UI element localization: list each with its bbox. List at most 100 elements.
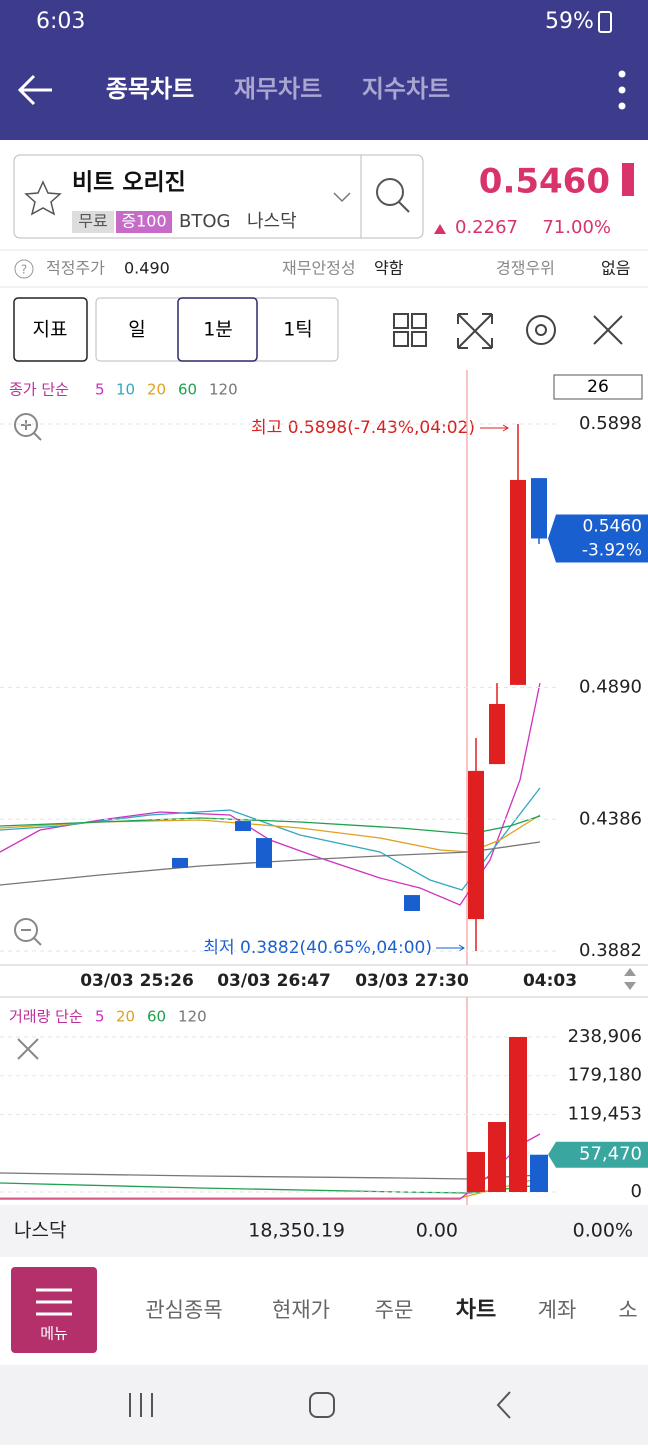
count: 26 <box>587 377 609 397</box>
period[interactable]: 일 <box>128 319 145 341</box>
legend-item: 120 <box>178 1008 207 1026</box>
time-axis <box>0 965 648 997</box>
menu-icon <box>36 1288 72 1316</box>
indicator-button[interactable] <box>13 297 88 362</box>
tab[interactable]: 재무차트 <box>234 75 322 103</box>
high-note: 최고 0.5898(-7.43%,04:02) <box>251 418 475 438</box>
legend-item: 60 <box>178 381 197 399</box>
legend-title: 종가 단순 <box>9 381 69 399</box>
change-pct: 71.00% <box>542 217 611 238</box>
y-tick-label: 0.3882 <box>579 940 642 961</box>
price: 0.5460 <box>479 162 610 202</box>
time-label: 04:03 <box>523 971 577 991</box>
candle-body <box>531 478 547 539</box>
legend-item: 60 <box>147 1008 166 1026</box>
index-row <box>0 1205 648 1257</box>
tab[interactable]: 지수차트 <box>362 75 450 103</box>
tag-bg <box>72 211 114 233</box>
index-change: 0.00 <box>416 1220 458 1242</box>
current-price: 0.5460 <box>583 516 642 536</box>
menu-label: 메뉴 <box>40 1325 68 1343</box>
change: 0.2267 <box>455 217 518 238</box>
tag: 무료 <box>78 212 107 231</box>
status-battery: 59% <box>545 9 594 34</box>
legend-title: 거래량 단순 <box>9 1008 83 1026</box>
index-value: 18,350.19 <box>248 1220 345 1242</box>
current-volume-tag <box>548 1141 648 1168</box>
indicator-label: 지표 <box>33 319 68 341</box>
legend-item: 20 <box>147 381 166 399</box>
zoom-in <box>21 420 42 441</box>
tab-active[interactable]: 종목차트 <box>106 75 194 103</box>
candle-body <box>256 838 272 868</box>
battery-icon <box>598 11 612 33</box>
note-arrow <box>480 424 509 432</box>
volume-bar <box>509 1037 527 1192</box>
y-tick-label: 179,180 <box>568 1065 642 1086</box>
zoom-out <box>21 929 42 946</box>
count-box[interactable] <box>553 374 643 400</box>
current-price-tag <box>548 514 648 563</box>
back-button[interactable] <box>17 74 52 106</box>
nav-item[interactable]: 소 <box>618 1298 637 1322</box>
volume-bar <box>488 1121 506 1192</box>
volume-bar <box>467 1152 485 1192</box>
nav-item-active[interactable]: 차트 <box>456 1298 496 1323</box>
current-change: -3.92% <box>582 540 642 560</box>
system-nav <box>0 1365 648 1445</box>
back-system[interactable] <box>496 1391 511 1419</box>
zoom-in[interactable] <box>14 413 38 437</box>
volume-bar <box>530 1154 548 1192</box>
legend-item: 120 <box>209 381 238 399</box>
ticker: BTOG <box>179 211 230 232</box>
time-label: 03/03 27:30 <box>355 971 469 991</box>
candle-body <box>404 895 420 912</box>
favorite-star[interactable] <box>24 180 62 216</box>
y-tick-label: 0.4890 <box>579 677 642 698</box>
period[interactable]: 1분 <box>203 319 233 341</box>
candle-body <box>510 479 526 685</box>
time-label: 03/03 26:47 <box>217 971 331 991</box>
help-icon: ? <box>21 263 27 277</box>
time-label: 03/03 25:26 <box>80 971 194 991</box>
period-active[interactable] <box>177 297 258 362</box>
bottom-nav <box>0 1257 648 1365</box>
tag: 증100 <box>121 212 166 231</box>
info-label: 재무안정성 <box>282 259 356 278</box>
candle-body <box>489 703 505 765</box>
nav-item[interactable]: 현재가 <box>272 1298 330 1322</box>
candle-body <box>235 821 251 832</box>
info-value: 0.490 <box>124 259 170 278</box>
price-bar <box>622 163 634 196</box>
low-note: 최저 0.3882(40.65%,04:00) <box>203 938 432 958</box>
volume-average <box>0 1133 541 1200</box>
nav-item[interactable]: 주문 <box>375 1298 414 1322</box>
info-label: 적정주가 <box>46 259 105 278</box>
stock-name: 비트 오리진 <box>72 170 186 196</box>
note-arrow <box>436 944 465 952</box>
toolbar-icons[interactable] <box>393 313 623 349</box>
nav-item[interactable]: 관심종목 <box>145 1298 222 1322</box>
close-volume[interactable] <box>17 1038 39 1060</box>
tag-bg <box>116 211 172 233</box>
search-icon[interactable] <box>376 178 404 206</box>
period[interactable]: 1틱 <box>283 319 313 341</box>
nav-item[interactable]: 계좌 <box>538 1298 577 1322</box>
legend-item: 5 <box>95 1008 105 1026</box>
candle-body <box>468 770 484 920</box>
recents-button[interactable] <box>129 1393 153 1417</box>
y-tick-label: 0 <box>631 1181 642 1202</box>
candle-body <box>172 857 188 868</box>
chart-area <box>0 370 557 965</box>
resize-handle[interactable] <box>624 968 636 990</box>
home-button[interactable] <box>309 1392 335 1418</box>
dropdown[interactable] <box>333 192 351 203</box>
legend-item: 20 <box>116 1008 135 1026</box>
zoom-out[interactable] <box>14 918 38 942</box>
header-bg <box>0 0 648 140</box>
more-menu[interactable] <box>618 70 626 110</box>
menu-button[interactable] <box>11 1267 97 1353</box>
help-icon[interactable] <box>14 259 34 279</box>
